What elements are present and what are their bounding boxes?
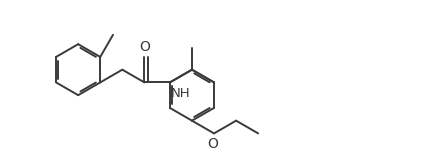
- Text: NH: NH: [171, 87, 190, 100]
- Text: O: O: [208, 137, 218, 151]
- Text: O: O: [139, 40, 150, 54]
